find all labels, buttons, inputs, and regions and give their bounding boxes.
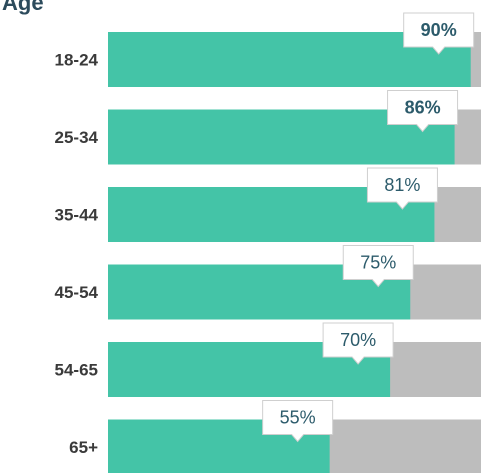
callout-45-54 bbox=[342, 245, 414, 288]
callout-54-65 bbox=[322, 322, 394, 365]
bars-group: 18-24 90% 25-34 86% 35-44 81% 45-54 75% 54-65 70%… bbox=[55, 12, 481, 473]
axis-title-age: Age bbox=[2, 0, 44, 15]
category-label-18-24: 18-24 bbox=[55, 51, 99, 70]
data-label-45-54: 75% bbox=[360, 253, 396, 273]
category-label-54-65: 54-65 bbox=[55, 361, 98, 380]
data-label-65+: 55% bbox=[280, 408, 316, 428]
data-label-54-65: 70% bbox=[340, 330, 376, 350]
callout-25-34 bbox=[387, 90, 459, 133]
category-label-25-34: 25-34 bbox=[55, 128, 99, 147]
callout-35-44 bbox=[366, 167, 438, 210]
callout-18-24 bbox=[403, 12, 475, 55]
category-label-35-44: 35-44 bbox=[55, 206, 99, 225]
category-label-65+: 65+ bbox=[69, 438, 98, 457]
data-label-35-44: 81% bbox=[384, 175, 420, 195]
category-label-45-54: 45-54 bbox=[55, 283, 99, 302]
callout-65+ bbox=[262, 400, 334, 443]
data-label-25-34: 86% bbox=[405, 98, 441, 118]
data-label-18-24: 90% bbox=[421, 20, 457, 40]
